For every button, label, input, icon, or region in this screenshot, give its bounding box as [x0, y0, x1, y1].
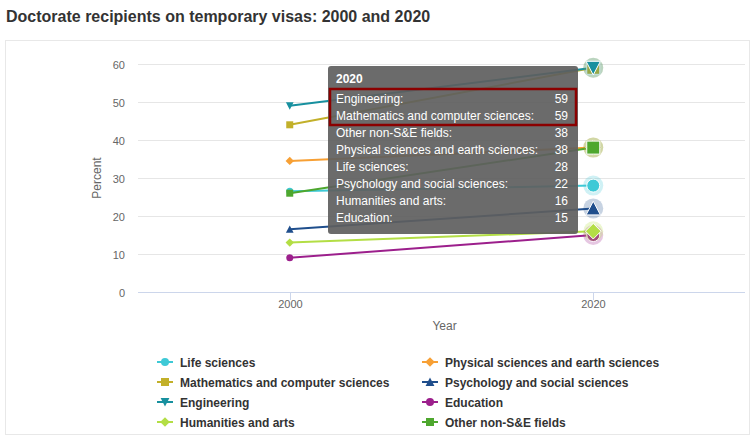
legend-marker	[160, 417, 170, 427]
tooltip-label: Psychology and social sciences:	[336, 177, 508, 191]
tooltip-value: 59	[555, 109, 569, 123]
point-halo	[583, 198, 603, 218]
point-halo	[583, 138, 603, 158]
legend-label: Mathematics and computer sciences	[180, 376, 390, 390]
tooltip-value: 28	[555, 160, 569, 174]
point	[286, 102, 294, 109]
y-tick-label: 60	[113, 59, 125, 71]
legend-label: Education	[445, 396, 503, 410]
tooltip-value: 22	[555, 177, 569, 191]
legend-item[interactable]: Physical sciences and earth sciences	[422, 356, 659, 370]
tooltip-value: 15	[555, 211, 569, 225]
x-tick-label: 2000	[278, 298, 302, 310]
x-tick-label: 2020	[581, 298, 605, 310]
legend-label: Other non-S&E fields	[445, 416, 566, 430]
chart: Doctorate recipients on temporary visas:…	[0, 0, 750, 435]
point	[286, 225, 294, 232]
series-line	[290, 235, 594, 258]
point	[587, 141, 600, 154]
point	[587, 179, 600, 192]
legend-label: Life sciences	[180, 356, 256, 370]
x-axis-title: Year	[432, 319, 456, 333]
point-halo	[583, 176, 603, 196]
legend-item[interactable]: Other non-S&E fields	[422, 416, 566, 430]
point	[586, 201, 600, 215]
tooltip-box	[328, 66, 578, 234]
point-halo	[583, 58, 603, 78]
y-tick-label: 50	[113, 97, 125, 109]
y-tick-label: 10	[113, 249, 125, 261]
legend-label: Psychology and social sciences	[445, 376, 629, 390]
y-tick-label: 0	[119, 287, 125, 299]
series-group	[286, 58, 604, 261]
point	[286, 190, 293, 197]
legend-label: Physical sciences and earth sciences	[445, 356, 659, 370]
tooltip-label: Engineering:	[336, 92, 403, 106]
y-tick-label: 30	[113, 173, 125, 185]
legend-item[interactable]: Education	[422, 396, 503, 410]
legend-item[interactable]: Engineering	[157, 396, 249, 410]
tooltip-label: Life sciences:	[336, 160, 409, 174]
panel	[6, 41, 750, 435]
point-halo	[583, 138, 603, 158]
highlight-frame	[330, 89, 576, 125]
tooltip-label: Other non-S&E fields:	[336, 126, 452, 140]
point	[286, 238, 294, 246]
y-tick-label: 40	[113, 135, 125, 147]
point	[585, 223, 601, 239]
point-halo	[583, 58, 603, 78]
legend-marker	[161, 378, 169, 386]
grid-line	[138, 64, 745, 65]
legend-item[interactable]: Humanities and arts	[157, 416, 295, 430]
legend-marker	[161, 398, 170, 406]
point	[586, 61, 600, 75]
point	[286, 254, 293, 261]
legend-item[interactable]: Mathematics and computer sciences	[157, 376, 390, 390]
y-tick-label: 20	[113, 211, 125, 223]
background	[0, 0, 750, 435]
legend-marker	[426, 398, 434, 406]
tooltip-label: Education:	[336, 211, 393, 225]
tooltip-label: Mathematics and computer sciences:	[336, 109, 534, 123]
legend-marker	[425, 357, 435, 367]
legend-item[interactable]: Psychology and social sciences	[422, 376, 629, 390]
legend-marker	[426, 378, 435, 386]
point	[286, 157, 294, 165]
title: Doctorate recipients on temporary visas:…	[6, 8, 430, 25]
x-axis-line	[138, 292, 745, 293]
legend-marker	[426, 418, 434, 426]
legend-marker	[161, 358, 169, 366]
legend-label: Humanities and arts	[180, 416, 295, 430]
point	[286, 121, 293, 128]
tooltip-value: 38	[555, 143, 569, 157]
tooltip-title: 2020	[336, 72, 363, 86]
legend-label: Engineering	[180, 396, 249, 410]
tooltip-label: Humanities and arts:	[336, 194, 446, 208]
point-halo	[583, 221, 603, 241]
tooltip-value: 16	[555, 194, 569, 208]
tooltip-label: Physical sciences and earth sciences:	[336, 143, 538, 157]
tooltip-value: 59	[555, 92, 569, 106]
grid-line	[138, 254, 745, 255]
legend-item[interactable]: Life sciences	[157, 356, 256, 370]
tooltip: 2020 Engineering: 59 Mathematics and comput…	[328, 66, 578, 234]
y-axis-title: Percent	[90, 157, 104, 199]
tooltip-value: 38	[555, 126, 569, 140]
point	[585, 140, 601, 156]
grid-line	[138, 292, 745, 293]
